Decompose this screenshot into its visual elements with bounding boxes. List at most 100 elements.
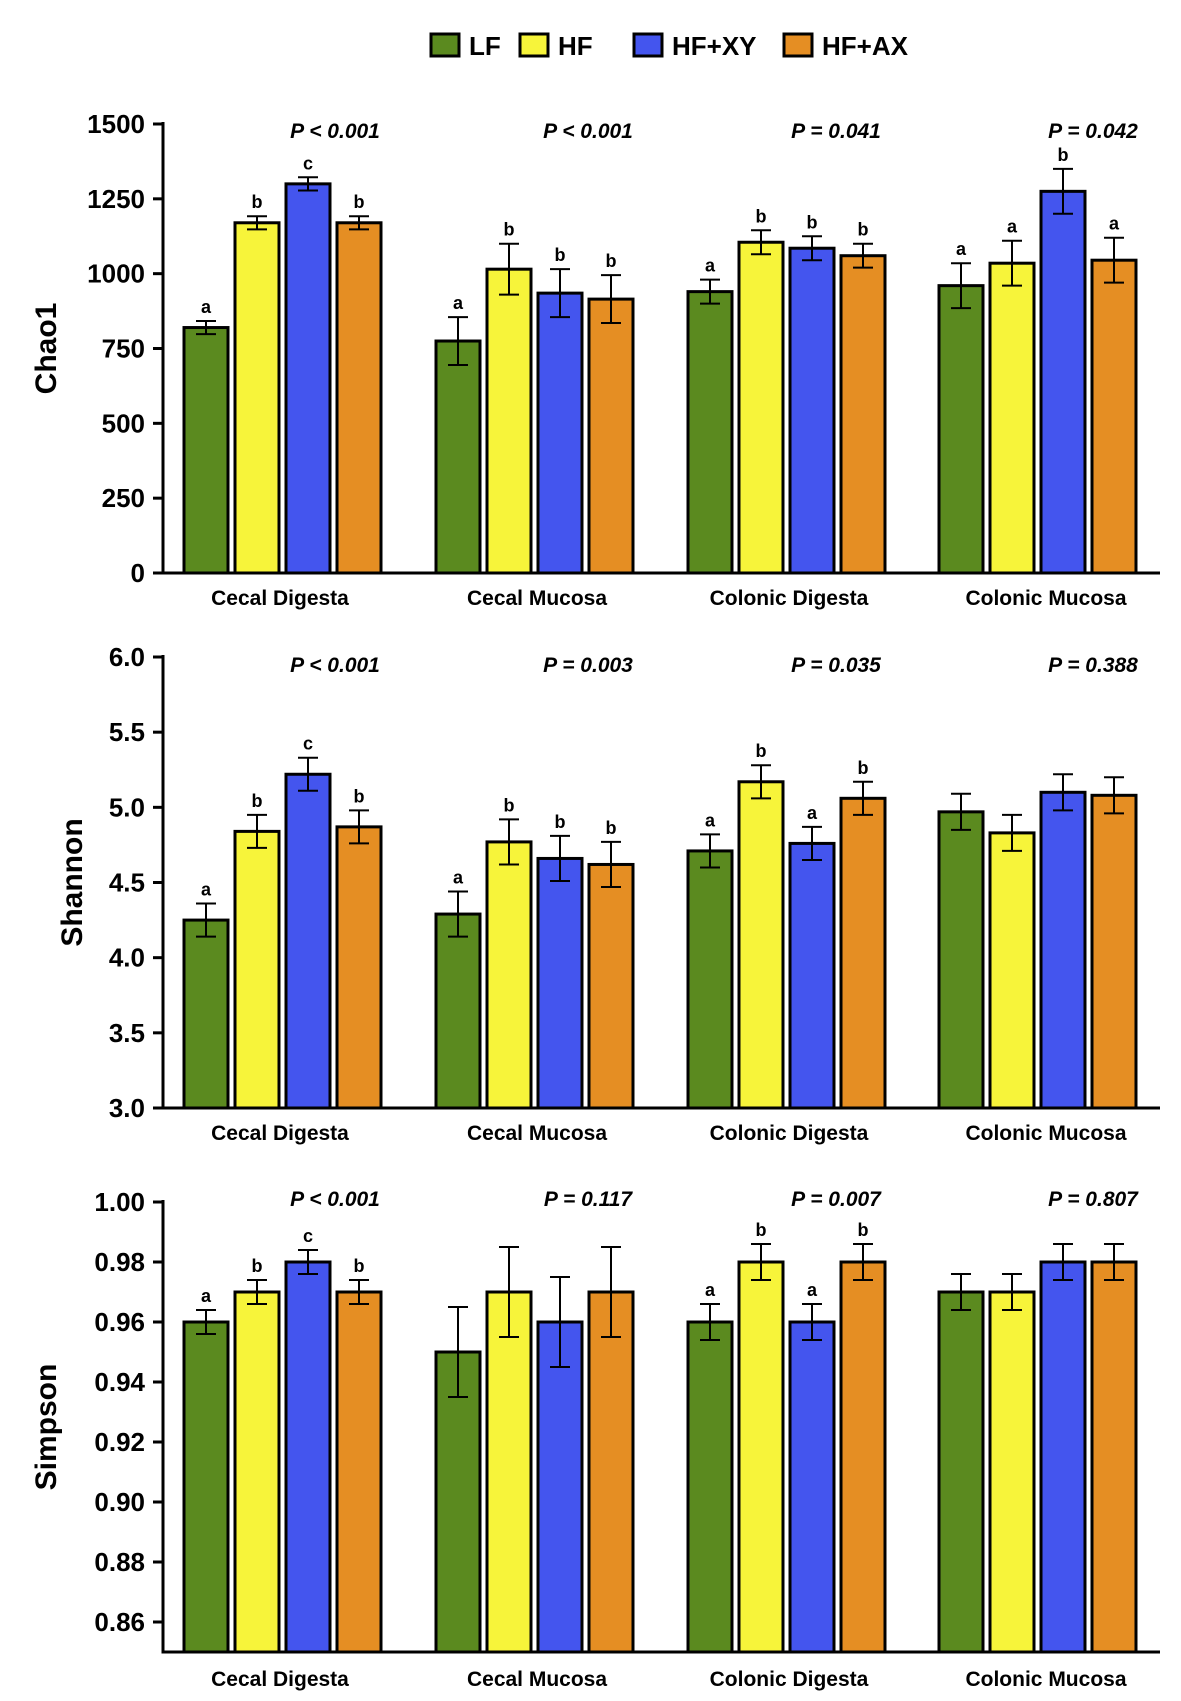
y-tick-label: 0.94 [94,1367,145,1397]
significance-letter: a [201,880,212,900]
bar-hf-0 [233,221,281,575]
significance-letter: b [807,212,818,232]
y-axis-title: Simpson [30,1364,63,1491]
y-tick-label: 1.00 [94,1187,145,1217]
y-tick-label: 6.0 [109,642,145,672]
bar-hf-2 [737,1260,785,1654]
bar-lf-1 [434,339,482,575]
bar-hf-ax-3 [1090,258,1138,575]
p-value-label: P = 0.035 [791,654,881,677]
bar-lf-2 [686,1320,734,1654]
p-value-label: P = 0.117 [544,1188,633,1211]
bar-hf-xy-0 [284,1260,332,1654]
bar-hf-ax-3 [1090,793,1138,1110]
significance-letter: c [303,1226,313,1246]
y-tick-label: 5.0 [109,792,145,822]
significance-letter: a [1109,214,1120,234]
y-tick-label: 0.98 [94,1247,145,1277]
significance-letter: b [858,758,869,778]
bar-hf-ax-1 [587,297,635,575]
p-value-label: P < 0.001 [543,120,633,143]
p-value-label: P = 0.007 [791,1188,882,1211]
bar-lf-1 [434,912,482,1110]
significance-letter: a [201,297,212,317]
p-value-label: P = 0.041 [791,120,881,143]
significance-letter: b [504,220,515,240]
bar-hf-xy-3 [1039,1260,1087,1654]
bar-hf-xy-2 [788,246,836,575]
significance-letter: b [606,818,617,838]
p-value-label: P = 0.003 [543,654,633,677]
bar-hf-xy-1 [536,856,584,1110]
x-category-label: Cecal Digesta [211,1122,349,1145]
bar-hf-xy-2 [788,841,836,1110]
legend-label-1: HF [558,31,593,61]
x-category-label: Cecal Mucosa [467,587,607,610]
bar-lf-2 [686,290,734,575]
p-value-label: P < 0.001 [290,654,380,677]
bar-hf-xy-1 [536,291,584,575]
legend-swatch-3 [782,32,814,58]
significance-letter: b [354,1256,365,1276]
x-category-label: Colonic Mucosa [965,587,1126,610]
bar-lf-3 [937,810,985,1110]
y-tick-label: 0.86 [94,1607,145,1637]
legend-label-3: HF+AX [822,31,909,61]
x-category-label: Colonic Digesta [710,1122,869,1145]
bar-hf-xy-1 [536,1320,584,1654]
bar-hf-3 [988,1290,1036,1654]
bar-hf-3 [988,831,1036,1110]
y-tick-label: 250 [102,483,145,513]
x-category-label: Colonic Mucosa [965,1668,1126,1691]
x-category-label: Cecal Mucosa [467,1668,607,1691]
x-category-label: Colonic Digesta [710,1668,869,1691]
bar-hf-2 [737,240,785,575]
bar-hf-ax-1 [587,1290,635,1654]
bar-hf-1 [485,267,533,575]
bar-hf-ax-0 [335,825,383,1110]
bar-lf-0 [182,326,230,575]
legend-swatch-0 [429,32,461,58]
legend-label-2: HF+XY [672,31,757,61]
y-axis-title: Shannon [56,818,89,946]
y-tick-label: 3.0 [109,1093,145,1123]
y-tick-label: 1250 [87,184,145,214]
y-axis-title: Chao1 [30,303,63,395]
y-tick-label: 4.5 [109,868,145,898]
panel-simpson: 0.86 0.88 0.90 0.92 0.94 0.96 0.98 1.00 Simpson a… [30,1187,1160,1691]
significance-letter: b [555,812,566,832]
y-tick-label: 0.92 [94,1427,145,1457]
bar-hf-ax-2 [839,796,887,1110]
bar-hf-xy-2 [788,1320,836,1654]
significance-letter: b [252,791,263,811]
significance-letter: a [705,810,716,830]
bar-hf-ax-0 [335,1290,383,1654]
bar-hf-0 [233,1290,281,1654]
bar-hf-xy-0 [284,772,332,1110]
significance-letter: b [504,795,515,815]
significance-letter: a [956,239,967,259]
significance-letter: c [303,734,313,754]
significance-letter: b [756,741,767,761]
y-tick-label: 4.0 [109,943,145,973]
significance-letter: b [1058,145,1069,165]
significance-letter: b [354,192,365,212]
significance-letter: b [606,251,617,271]
bar-hf-xy-0 [284,182,332,575]
x-category-label: Colonic Mucosa [965,1122,1126,1145]
bar-hf-ax-2 [839,254,887,575]
significance-letter: a [807,1280,818,1300]
significance-letter: b [756,1220,767,1240]
y-tick-label: 0.96 [94,1307,145,1337]
p-value-label: P = 0.807 [1048,1188,1139,1211]
legend-label-0: LF [469,31,501,61]
significance-letter: b [252,192,263,212]
panel-chao1: 0 250 500 750 1000 1250 1500 Chao1 a a a a b b b a c b b b b… [30,109,1160,610]
bar-hf-2 [737,780,785,1110]
significance-letter: b [756,206,767,226]
bar-hf-xy-3 [1039,189,1087,575]
bar-lf-1 [434,1350,482,1654]
bar-hf-ax-2 [839,1260,887,1654]
bar-hf-xy-3 [1039,790,1087,1110]
